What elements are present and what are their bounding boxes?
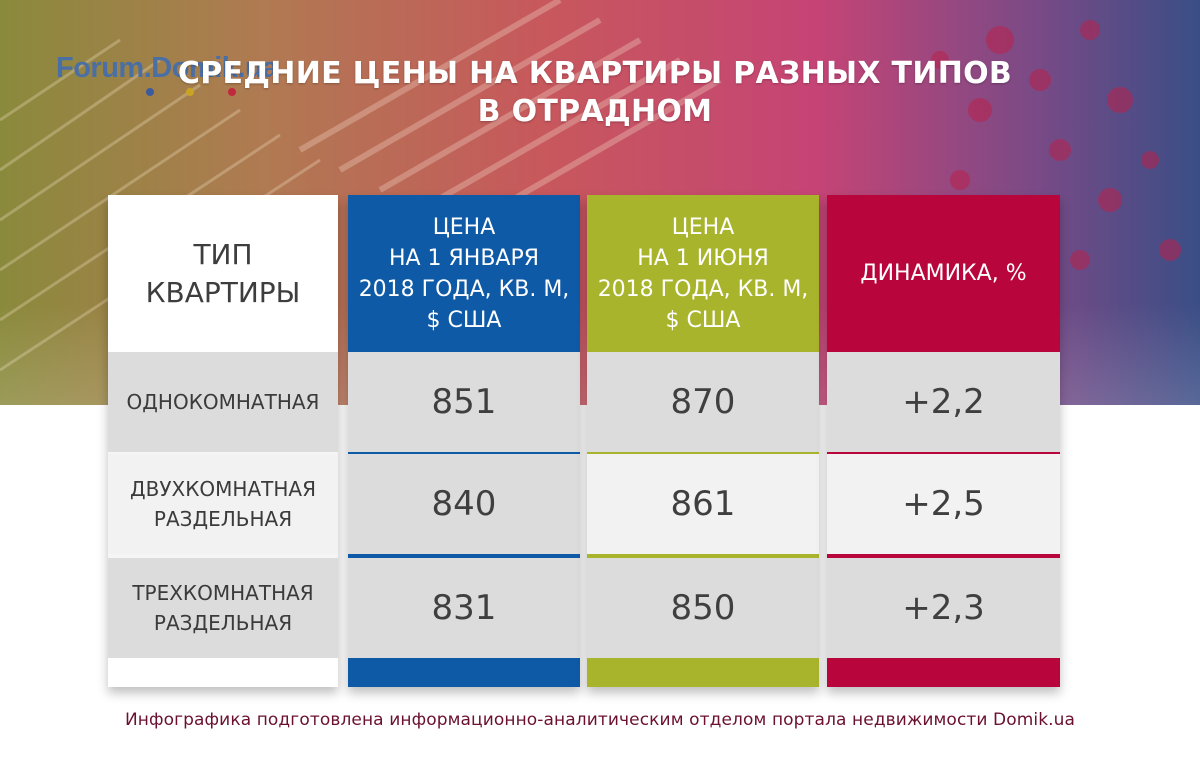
column-footer [108, 658, 338, 687]
value-cell: 831 [348, 558, 580, 658]
column-apartment-type: ТИП КВАРТИРЫ ОДНОКОМНАТНАЯ ДВУХКОМНАТНАЯ… [108, 195, 338, 687]
header-line: $ США [426, 307, 502, 333]
title-line-1: СРЕДНИЕ ЦЕНЫ НА КВАРТИРЫ РАЗНЫХ ТИПОВ [177, 56, 1013, 91]
column-header-dynamics: ДИНАМИКА, % [827, 195, 1060, 352]
column-header-june: ЦЕНА НА 1 ИЮНЯ 2018 ГОДА, КВ. М, $ США [587, 195, 819, 352]
price-jan-value: 831 [431, 588, 497, 628]
column-footer [348, 658, 580, 687]
column-footer [587, 658, 819, 687]
value-cell: 861 [587, 454, 819, 554]
row-label-cell: ТРЕХКОМНАТНАЯ РАЗДЕЛЬНАЯ [108, 558, 338, 658]
column-price-january: ЦЕНА НА 1 ЯНВАРЯ 2018 ГОДА, КВ. М, $ США… [348, 195, 580, 687]
header-line: ЦЕНА [671, 214, 735, 240]
value-cell: 850 [587, 558, 819, 658]
row-label: ОДНОКОМНАТНАЯ [126, 390, 320, 414]
page-title: СРЕДНИЕ ЦЕНЫ НА КВАРТИРЫ РАЗНЫХ ТИПОВ В … [150, 55, 1040, 131]
row-label: РАЗДЕЛЬНАЯ [153, 611, 293, 635]
row-separator [348, 556, 580, 558]
header-line: ТИП [193, 237, 253, 271]
price-jan-value: 840 [431, 484, 497, 524]
value-cell: +2,5 [827, 454, 1060, 554]
title-line-2: В ОТРАДНОМ [477, 94, 713, 129]
change-value: +2,5 [902, 484, 985, 524]
header-line: НА 1 ИЮНЯ [637, 245, 769, 271]
row-separator [348, 452, 580, 454]
column-dynamics: ДИНАМИКА, % +2,2 +2,5 +2,3 [827, 195, 1060, 687]
header-line: 2018 ГОДА, КВ. М, [358, 276, 570, 302]
value-cell: +2,2 [827, 352, 1060, 452]
price-jun-value: 850 [670, 588, 736, 628]
site-logo: Forum.Domik.ua [56, 52, 278, 84]
row-separator [827, 556, 1060, 558]
column-price-june: ЦЕНА НА 1 ИЮНЯ 2018 ГОДА, КВ. М, $ США 8… [587, 195, 819, 687]
footer-credit: Инфографика подготовлена информационно-а… [124, 710, 1076, 730]
row-label: РАЗДЕЛЬНАЯ [153, 507, 293, 531]
value-cell: 840 [348, 454, 580, 554]
change-value: +2,2 [902, 382, 985, 422]
price-jun-value: 870 [670, 382, 736, 422]
value-cell: +2,3 [827, 558, 1060, 658]
header-line: $ США [665, 307, 741, 333]
row-label-cell: ДВУХКОМНАТНАЯ РАЗДЕЛЬНАЯ [108, 454, 338, 554]
row-separator [587, 452, 819, 454]
column-footer [827, 658, 1060, 687]
header-line: КВАРТИРЫ [145, 275, 301, 309]
row-label-cell: ОДНОКОМНАТНАЯ [108, 352, 338, 452]
price-jun-value: 861 [670, 484, 736, 524]
value-cell: 870 [587, 352, 819, 452]
row-label: ДВУХКОМНАТНАЯ [130, 477, 316, 501]
value-cell: 851 [348, 352, 580, 452]
logo-dots [146, 88, 246, 98]
column-header-january: ЦЕНА НА 1 ЯНВАРЯ 2018 ГОДА, КВ. М, $ США [348, 195, 580, 352]
row-separator [587, 556, 819, 558]
change-value: +2,3 [902, 588, 985, 628]
price-jan-value: 851 [431, 382, 497, 422]
header-line: НА 1 ЯНВАРЯ [388, 245, 540, 271]
header-line: ЦЕНА [432, 214, 496, 240]
column-header-type: ТИП КВАРТИРЫ [108, 195, 338, 352]
header-line: ДИНАМИКА, % [860, 261, 1027, 286]
header-line: 2018 ГОДА, КВ. М, [597, 276, 809, 302]
row-separator [827, 452, 1060, 454]
row-label: ТРЕХКОМНАТНАЯ [132, 581, 314, 605]
